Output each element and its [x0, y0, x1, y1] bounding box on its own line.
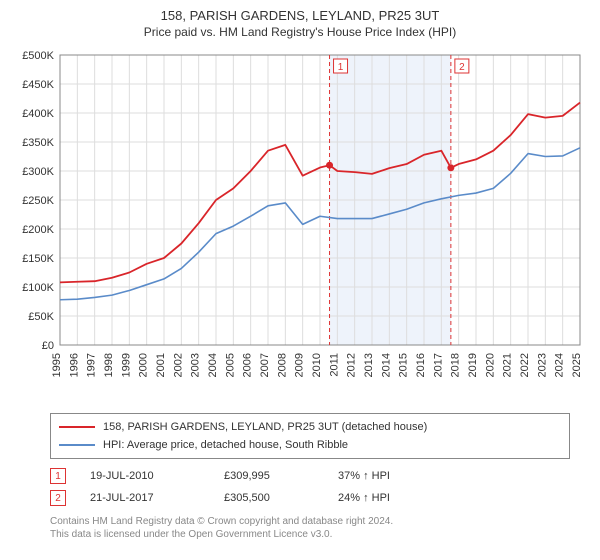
svg-text:2014: 2014	[380, 353, 392, 377]
license-line: Contains HM Land Registry data © Crown c…	[50, 515, 588, 528]
svg-text:2010: 2010	[311, 353, 323, 377]
sale-marker: 1	[50, 468, 66, 484]
svg-text:2008: 2008	[276, 353, 288, 377]
svg-text:2022: 2022	[519, 353, 531, 377]
sale-diff: 37% ↑ HPI	[338, 470, 438, 482]
svg-text:2020: 2020	[484, 353, 496, 377]
svg-text:2003: 2003	[190, 353, 202, 377]
svg-text:2: 2	[459, 62, 465, 73]
license-text: Contains HM Land Registry data © Crown c…	[50, 515, 588, 541]
svg-text:£150K: £150K	[22, 253, 54, 265]
license-line: This data is licensed under the Open Gov…	[50, 528, 588, 541]
sale-date: 19-JUL-2010	[90, 470, 200, 482]
svg-text:1995: 1995	[51, 353, 63, 377]
svg-text:2017: 2017	[432, 353, 444, 377]
svg-text:£450K: £450K	[22, 79, 54, 91]
legend-row: HPI: Average price, detached house, Sout…	[59, 436, 561, 454]
svg-text:2019: 2019	[467, 353, 479, 377]
svg-text:2001: 2001	[155, 353, 167, 377]
price-chart: £0 £50K £100K £150K £200K £250K £300K £350K £400…	[12, 45, 588, 405]
sale-marker: 2	[50, 490, 66, 506]
svg-text:2023: 2023	[536, 353, 548, 377]
page-subtitle: Price paid vs. HM Land Registry's House …	[12, 25, 588, 39]
sale-date: 21-JUL-2017	[90, 492, 200, 504]
legend-swatch	[59, 426, 95, 428]
svg-text:2007: 2007	[259, 353, 271, 377]
svg-text:2024: 2024	[554, 353, 566, 377]
chart-svg: £0 £50K £100K £150K £200K £250K £300K £350K £400…	[12, 45, 588, 405]
svg-text:2004: 2004	[207, 353, 219, 377]
svg-text:£350K: £350K	[22, 137, 54, 149]
svg-text:2015: 2015	[398, 353, 410, 377]
svg-text:2012: 2012	[346, 353, 358, 377]
svg-text:2013: 2013	[363, 353, 375, 377]
svg-text:£500K: £500K	[22, 50, 54, 62]
svg-text:1997: 1997	[86, 353, 98, 377]
sale-row: 1 19-JUL-2010 £309,995 37% ↑ HPI	[50, 465, 588, 487]
sales-table: 1 19-JUL-2010 £309,995 37% ↑ HPI 2 21-JUL-201…	[50, 465, 588, 509]
svg-text:1998: 1998	[103, 353, 115, 377]
svg-text:£100K: £100K	[22, 282, 54, 294]
svg-text:1: 1	[338, 62, 344, 73]
svg-text:1996: 1996	[68, 353, 80, 377]
legend-row: 158, PARISH GARDENS, LEYLAND, PR25 3UT (…	[59, 418, 561, 436]
legend-label: HPI: Average price, detached house, Sout…	[103, 439, 348, 451]
svg-text:2005: 2005	[224, 353, 236, 377]
svg-text:2016: 2016	[415, 353, 427, 377]
svg-text:2021: 2021	[502, 353, 514, 377]
sale-diff: 24% ↑ HPI	[338, 492, 438, 504]
svg-text:2002: 2002	[172, 353, 184, 377]
svg-text:1999: 1999	[120, 353, 132, 377]
svg-text:£250K: £250K	[22, 195, 54, 207]
svg-text:£50K: £50K	[28, 311, 54, 323]
svg-text:2018: 2018	[450, 353, 462, 377]
svg-text:£0: £0	[42, 340, 54, 352]
sale-price: £305,500	[224, 492, 314, 504]
svg-text:2006: 2006	[242, 353, 254, 377]
svg-text:2011: 2011	[328, 353, 340, 377]
legend-label: 158, PARISH GARDENS, LEYLAND, PR25 3UT (…	[103, 421, 427, 433]
legend: 158, PARISH GARDENS, LEYLAND, PR25 3UT (…	[50, 413, 570, 459]
svg-text:2009: 2009	[294, 353, 306, 377]
svg-text:£300K: £300K	[22, 166, 54, 178]
svg-text:£200K: £200K	[22, 224, 54, 236]
svg-text:2000: 2000	[138, 353, 150, 377]
sale-price: £309,995	[224, 470, 314, 482]
legend-swatch	[59, 444, 95, 446]
svg-text:£400K: £400K	[22, 108, 54, 120]
svg-text:2025: 2025	[571, 353, 583, 377]
page-title: 158, PARISH GARDENS, LEYLAND, PR25 3UT	[12, 8, 588, 23]
sale-row: 2 21-JUL-2017 £305,500 24% ↑ HPI	[50, 487, 588, 509]
